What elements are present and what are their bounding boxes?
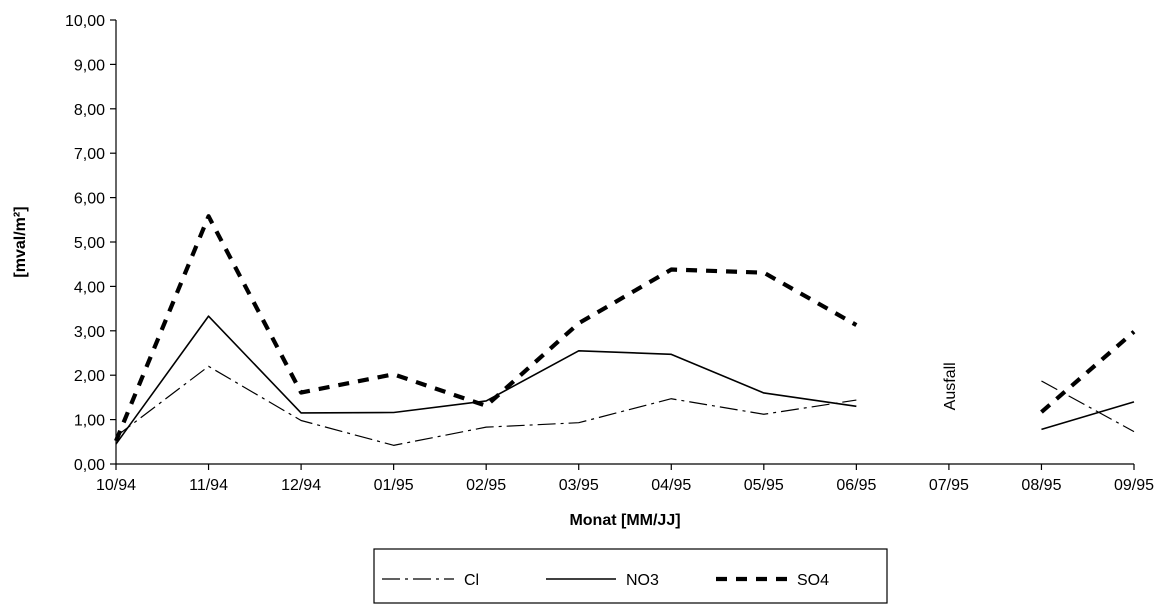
x-tick-label: 03/95 — [559, 477, 599, 494]
y-tick-label: 1,00 — [74, 413, 105, 430]
y-tick-label: 7,00 — [74, 146, 105, 163]
legend-label-so4: SO4 — [797, 572, 829, 589]
x-axis-title: Monat [MM/JJ] — [569, 512, 680, 529]
x-tick-label: 01/95 — [374, 477, 414, 494]
y-tick-label: 2,00 — [74, 368, 105, 385]
x-tick-label: 06/95 — [836, 477, 876, 494]
x-tick-label: 12/94 — [281, 477, 321, 494]
y-tick-label: 9,00 — [74, 57, 105, 74]
series-line-so4 — [116, 216, 856, 441]
legend-label-cl: Cl — [464, 572, 479, 589]
x-tick-label: 08/95 — [1021, 477, 1061, 494]
y-tick-label: 3,00 — [74, 324, 105, 341]
x-tick-label: 02/95 — [466, 477, 506, 494]
x-tick-label: 09/95 — [1114, 477, 1154, 494]
series-layer — [116, 216, 1134, 445]
annotation-ausfall: Ausfall — [942, 362, 959, 410]
x-tick-label: 05/95 — [744, 477, 784, 494]
x-tick-label: 10/94 — [96, 477, 136, 494]
series-line-so4 — [1041, 332, 1134, 412]
x-tick-label: 04/95 — [651, 477, 691, 494]
y-tick-label: 8,00 — [74, 102, 105, 119]
y-axis-title: [mval/m²] — [12, 206, 29, 277]
y-tick-label: 10,00 — [65, 13, 105, 30]
x-axis-ticks: 10/94 11/94 12/94 01/95 02/95 03/95 04/95 05/95… — [96, 464, 1154, 494]
series-line-no3 — [116, 316, 856, 444]
y-tick-label: 5,00 — [74, 235, 105, 252]
y-tick-label: 4,00 — [74, 279, 105, 296]
y-tick-label: 0,00 — [74, 457, 105, 474]
legend-label-no3: NO3 — [626, 572, 659, 589]
y-axis-ticks: 0,00 1,00 2,00 3,00 4,00 5,00 6,00 7,00 8,00 9,00… — [65, 13, 116, 474]
x-tick-label: 07/95 — [929, 477, 969, 494]
series-line-no3 — [1041, 402, 1134, 430]
legend: Cl NO3 SO4 — [374, 549, 887, 603]
y-tick-label: 6,00 — [74, 191, 105, 208]
x-tick-label: 11/94 — [189, 477, 228, 494]
